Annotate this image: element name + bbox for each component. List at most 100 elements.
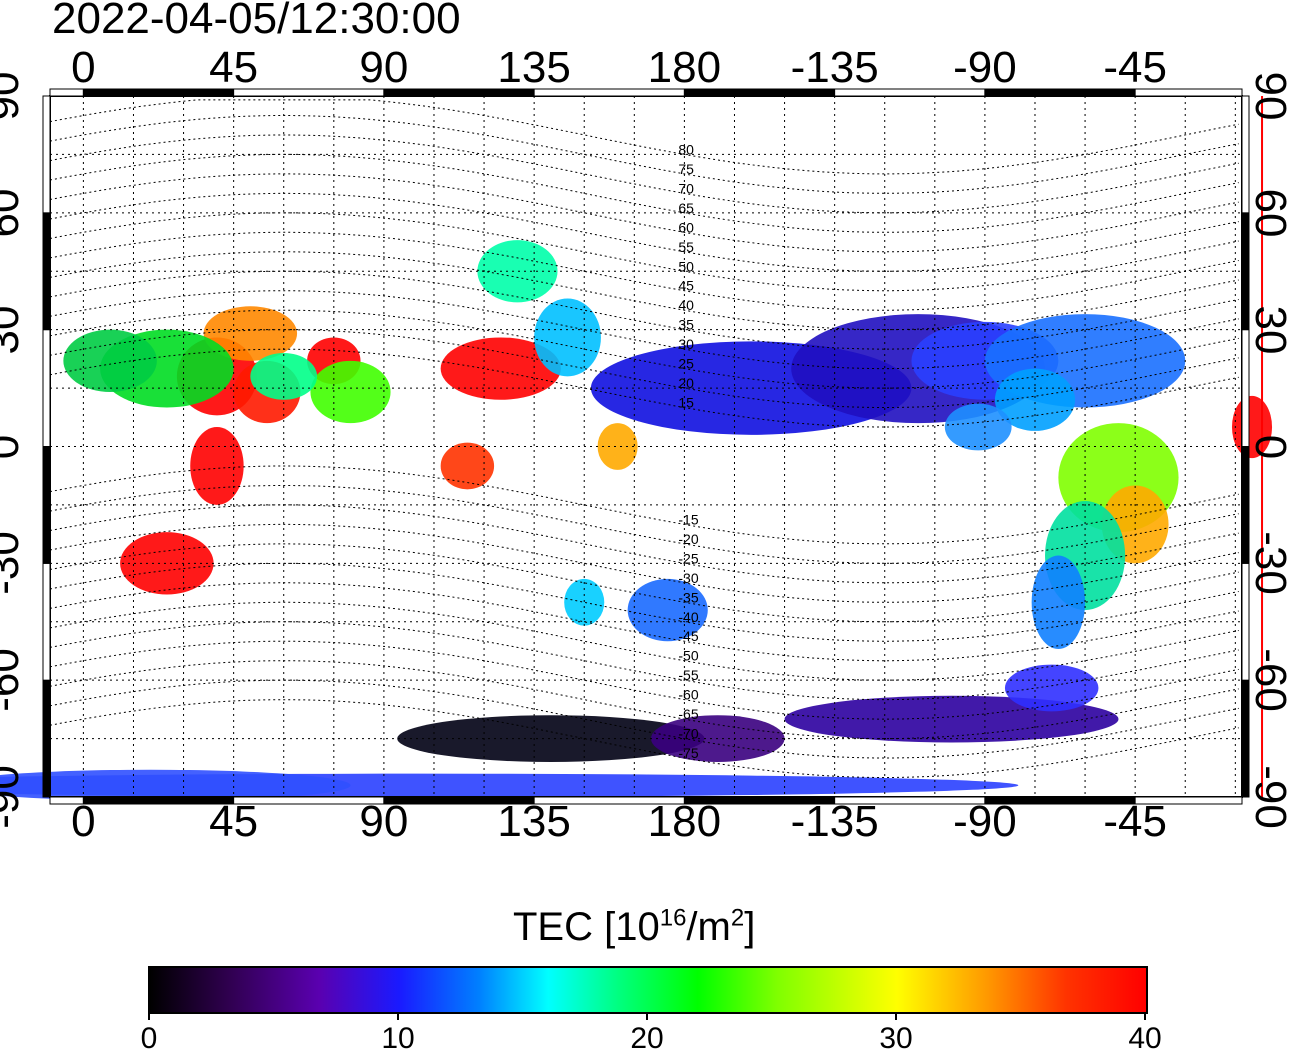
colorbar-tick-label: 40 [1128, 1022, 1162, 1055]
tec-data-region [597, 423, 638, 470]
dip-latitude-label: 20 [678, 375, 694, 391]
latitude-scale-bar [42, 446, 51, 564]
tec-data-region [1004, 664, 1099, 712]
dip-latitude-label: -60 [678, 687, 698, 703]
top-lon-tick: -45 [1103, 43, 1167, 92]
dip-latitude-label: -55 [678, 667, 698, 683]
dip-latitude-label: -50 [678, 648, 698, 664]
right-lat-tick: -30 [1246, 531, 1294, 596]
top-lon-tick: 90 [359, 43, 409, 92]
dip-latitude-contour [49, 309, 1239, 389]
top-lon-tick: 0 [71, 43, 96, 92]
colorbar-tick-label: 20 [630, 1022, 664, 1055]
right-lat-tick: 30 [1246, 305, 1294, 355]
latitude-scale-bar [42, 679, 51, 798]
left-lat-tick: 60 [0, 188, 28, 238]
bottom-lon-tick: 0 [71, 797, 96, 846]
dip-latitude-contour [49, 270, 1239, 350]
dip-latitude-label: -70 [678, 726, 698, 742]
dip-latitude-label: 25 [678, 356, 694, 372]
dip-latitude-contour [49, 251, 1239, 331]
left-lat-tick: 0 [0, 434, 28, 458]
dip-latitude-contour [49, 679, 1239, 759]
dip-latitude-contour [49, 601, 1239, 681]
left-lat-tick: -90 [0, 765, 28, 829]
tec-data-region [944, 403, 1012, 451]
colorbar-tick-mark [397, 1012, 399, 1020]
colorbar-tick-label: 10 [381, 1022, 415, 1055]
dip-latitude-label: 50 [678, 258, 694, 274]
top-lon-tick: 135 [497, 43, 571, 92]
tec-data-region [120, 532, 214, 595]
dip-latitude-label: -75 [678, 745, 698, 761]
colorbar-tick-mark [895, 1012, 897, 1020]
bottom-lon-tick: -90 [953, 797, 1017, 846]
left-lat-tick: 30 [0, 305, 28, 355]
latitude-scale-bar [42, 562, 51, 681]
dip-latitude-label: 55 [678, 239, 694, 255]
right-lat-tick: 90 [1246, 71, 1294, 121]
dip-latitude-contour [49, 134, 1239, 214]
dip-latitude-label: 80 [678, 141, 694, 157]
latitude-scale-bar [42, 95, 51, 214]
colorbar-tick-mark [148, 1012, 150, 1020]
bottom-lon-tick: 45 [209, 797, 259, 846]
dip-latitude-contour [49, 485, 1239, 564]
right-lat-tick: 60 [1246, 188, 1294, 238]
tec-data-region [203, 306, 298, 361]
dip-latitude-label: -25 [678, 550, 698, 566]
left-lat-tick: 90 [0, 71, 28, 121]
dip-latitude-label: -15 [678, 511, 698, 527]
left-lat-tick: -60 [0, 648, 28, 712]
tec-data-region [534, 298, 601, 377]
tec-data-region [190, 427, 244, 505]
dip-latitude-contour [49, 621, 1239, 701]
dip-latitude-contour [49, 329, 1239, 408]
tec-data-region [440, 337, 561, 400]
dip-latitude-contour [49, 640, 1239, 720]
right-lat-tick: -90 [1246, 765, 1294, 829]
dip-latitude-contour [49, 699, 1239, 778]
dip-latitude-label: 30 [678, 336, 694, 352]
tec-data-region [310, 360, 391, 424]
dip-latitude-contour [49, 192, 1239, 272]
longitude-scale-bar [1134, 796, 1243, 805]
tec-data-region [564, 578, 605, 626]
dip-latitude-contour [49, 523, 1239, 603]
right-lat-tick: -60 [1246, 648, 1294, 712]
dip-latitude-label: 70 [678, 180, 694, 196]
dip-latitude-contour [49, 562, 1239, 642]
longitude-scale-bar [1134, 88, 1243, 97]
bottom-lon-tick: 90 [359, 797, 409, 846]
colorbar-title: TEC [1016/m2] [513, 904, 756, 949]
dip-latitude-contour [49, 582, 1239, 662]
dip-latitude-label: 60 [678, 219, 694, 235]
dip-latitude-label: 65 [678, 200, 694, 216]
dip-latitude-contour [49, 660, 1239, 740]
dip-latitude-contour [49, 153, 1239, 233]
dip-latitude-label: -30 [678, 570, 698, 586]
dip-latitude-contour [49, 504, 1239, 584]
bottom-lon-tick: -45 [1103, 797, 1167, 846]
dip-latitude-contour [49, 115, 1239, 194]
right-lat-tick: 0 [1246, 434, 1294, 459]
colorbar-tick-mark [1144, 1012, 1146, 1020]
bottom-lon-tick: 180 [647, 797, 722, 846]
top-lon-tick: 180 [647, 43, 722, 92]
dip-latitude-label: -65 [678, 706, 698, 722]
latitude-scale-bar [42, 329, 51, 447]
dip-latitude-contour [49, 212, 1239, 292]
colorbar-tick-label: 0 [140, 1022, 158, 1055]
tec-data-region [63, 329, 157, 392]
tec-data-region [397, 715, 705, 762]
dip-latitude-contour [49, 99, 1239, 175]
dip-latitude-label: -40 [678, 609, 698, 625]
dip-latitude-label: 45 [678, 278, 694, 294]
dip-latitude-contour [49, 543, 1239, 623]
dip-latitude-label: 75 [678, 161, 694, 177]
left-lat-tick: -30 [0, 531, 28, 596]
dip-latitude-label: 35 [678, 317, 694, 333]
dip-latitude-label: 40 [678, 297, 694, 313]
colorbar-tick-label: 30 [879, 1022, 913, 1055]
timestamp: 2022-04-05/12:30:00 [52, 0, 461, 43]
